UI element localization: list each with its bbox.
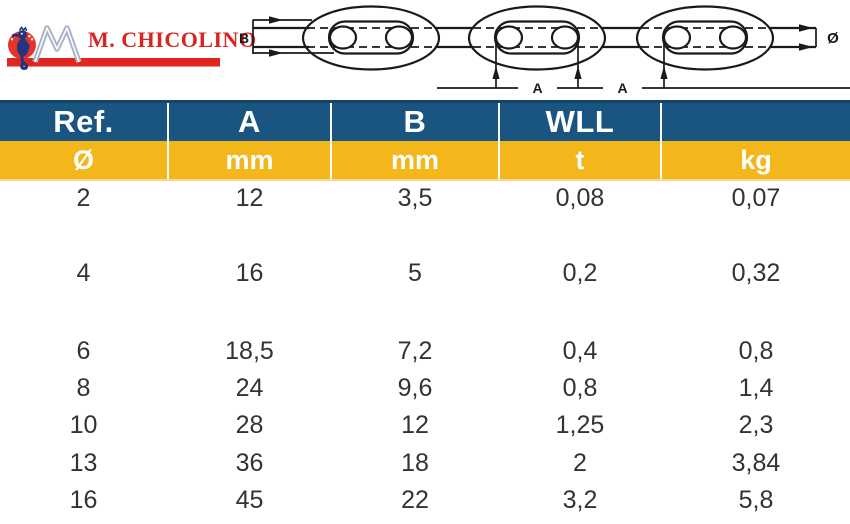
- dim-label-a-1: A: [532, 80, 542, 96]
- table-cell: [0, 292, 169, 333]
- table-row: 8 24 9,6 0,8 1,4: [0, 370, 850, 407]
- dimension-b: B: [239, 16, 334, 57]
- monogram-m-icon: [32, 25, 82, 63]
- table-cell: [661, 216, 850, 254]
- table-cell: 45: [168, 482, 332, 519]
- dimension-diameter: Ø: [799, 24, 839, 51]
- table-cell: 18: [331, 444, 500, 482]
- table-cell: 0,2: [499, 254, 662, 292]
- table-row-spacer: [0, 216, 850, 254]
- chain-dimension-diagram: B A A Ø: [239, 5, 850, 96]
- table-cell: 16: [168, 254, 332, 292]
- table-cell: [499, 216, 662, 254]
- seahorse-icon: [12, 26, 30, 71]
- table-cell: [661, 292, 850, 333]
- table-cell: 12: [331, 407, 500, 444]
- table-cell: 3,84: [661, 444, 850, 482]
- brand-underline: [7, 58, 220, 67]
- unit-cell-diameter: Ø: [0, 141, 169, 181]
- table-cell: 22: [331, 482, 500, 519]
- table-cell: 1,4: [661, 370, 850, 407]
- dim-label-a-2: A: [617, 80, 627, 96]
- table-cell: 4: [0, 254, 169, 292]
- table-cell: 0,8: [661, 333, 850, 370]
- brand-logo: [7, 25, 220, 71]
- table-cell: 18,5: [168, 333, 332, 370]
- dim-label-b: B: [239, 30, 249, 46]
- spec-table: Ref. A B WLL Ø mm mm t kg 2 12 3,5 0,08 …: [0, 100, 850, 519]
- table-row-spacer: [0, 292, 850, 333]
- table-cell: 0,07: [661, 180, 850, 216]
- unit-cell-b-mm: mm: [331, 141, 500, 181]
- table-row: 13 36 18 2 3,84: [0, 444, 850, 482]
- header-cell-a: A: [168, 100, 332, 141]
- table-row: 2 12 3,5 0,08 0,07: [0, 180, 850, 216]
- table-cell: 5,8: [661, 482, 850, 519]
- unit-cell-wll-t: t: [499, 141, 662, 181]
- table-cell: 10: [0, 407, 169, 444]
- hidden-edges: [307, 27, 769, 48]
- table-cell: 12: [168, 180, 332, 216]
- table-cell: [168, 216, 332, 254]
- table-cell: 2,3: [661, 407, 850, 444]
- table-row: 6 18,5 7,2 0,4 0,8: [0, 333, 850, 370]
- table-cell: 0,32: [661, 254, 850, 292]
- header-cell-ref: Ref.: [0, 100, 169, 141]
- dimension-a: A A: [437, 42, 850, 96]
- table-cell: 0,8: [499, 370, 662, 407]
- table-cell: 0,4: [499, 333, 662, 370]
- table-cell: [331, 216, 500, 254]
- table-cell: 24: [168, 370, 332, 407]
- table-cell: 3,5: [331, 180, 500, 216]
- table-cell: [0, 216, 169, 254]
- table-row: 16 45 22 3,2 5,8: [0, 482, 850, 519]
- table-cell: 16: [0, 482, 169, 519]
- unit-cell-kg: kg: [661, 141, 850, 181]
- unit-cell-a-mm: mm: [168, 141, 332, 181]
- brand-name: M. CHICOLINO: [88, 27, 257, 52]
- table-cell: 5: [331, 254, 500, 292]
- table-cell: 0,08: [499, 180, 662, 216]
- units-row: Ø mm mm t kg: [0, 141, 850, 181]
- chain-links: [301, 5, 775, 71]
- table-cell: 28: [168, 407, 332, 444]
- header-cell-wll: WLL: [499, 100, 662, 141]
- table-cell: [499, 292, 662, 333]
- table-cell: 9,6: [331, 370, 500, 407]
- header-cell-weight: [661, 100, 850, 141]
- table-cell: 8: [0, 370, 169, 407]
- table-cell: 6: [0, 333, 169, 370]
- table-cell: 36: [168, 444, 332, 482]
- table-row: 4 16 5 0,2 0,32: [0, 254, 850, 292]
- wire-cross-sections: [328, 25, 748, 50]
- table-cell: 2: [0, 180, 169, 216]
- table-cell: 7,2: [331, 333, 500, 370]
- table-cell: [331, 292, 500, 333]
- table-cell: 2: [499, 444, 662, 482]
- table-row: 10 28 12 1,25 2,3: [0, 407, 850, 444]
- table-cell: [168, 292, 332, 333]
- dim-label-diameter: Ø: [827, 30, 839, 47]
- header-cell-b: B: [331, 100, 500, 141]
- table-cell: 1,25: [499, 407, 662, 444]
- table-header-row: Ref. A B WLL: [0, 100, 850, 141]
- table-cell: 3,2: [499, 482, 662, 519]
- brand-header: M. CHICOLINO: [0, 0, 850, 100]
- table-cell: 13: [0, 444, 169, 482]
